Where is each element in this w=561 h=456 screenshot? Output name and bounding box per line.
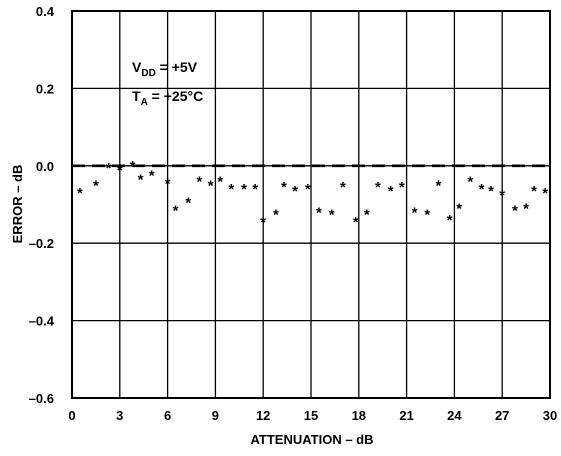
data-point: * [228,181,234,198]
x-tick-label: 27 [495,408,509,423]
data-point: * [412,204,418,221]
data-point: * [512,202,518,219]
x-tick-label: 30 [543,408,557,423]
x-tick-label: 9 [212,408,219,423]
data-point: * [208,177,214,194]
y-axis-title: ERROR – dB [10,165,25,244]
x-tick-label: 18 [352,408,366,423]
data-point: * [241,181,247,198]
annotation-ta: TA = +25°C [132,88,203,108]
data-point: * [281,179,287,196]
data-point: * [217,173,223,190]
data-point: * [523,201,529,218]
x-tick-label: 24 [447,408,462,423]
data-point: * [388,183,394,200]
y-tick-label: 0.2 [36,81,54,96]
data-point: * [77,185,83,202]
x-tick-label: 12 [256,408,270,423]
data-point: * [173,202,179,219]
data-point: * [488,183,494,200]
data-point: * [305,181,311,198]
data-point: * [106,160,112,177]
data-point: * [456,201,462,218]
data-point: * [165,175,171,192]
data-point: * [499,187,505,204]
x-tick-label: 21 [399,408,413,423]
data-point: * [479,181,485,198]
plot-frame-layer [71,10,551,399]
data-point: * [353,214,359,231]
tick-label-layer: 0 3 6 9 12 15 18 21 24 27 30 0.4 0.2 0.0 –0.2 –0.4 –0.6 [29,4,558,423]
data-point: * [542,185,548,202]
data-point: * [316,204,322,221]
data-point: * [375,179,381,196]
x-tick-label: 6 [164,408,171,423]
data-point: * [467,173,473,190]
x-tick-label: 0 [68,408,75,423]
data-point: * [436,177,442,194]
y-tick-label: 0.0 [36,159,54,174]
data-point: * [447,212,453,229]
x-tick-label: 3 [116,408,123,423]
y-tick-label: –0.6 [29,391,54,406]
data-point: * [93,177,99,194]
data-point: * [185,195,191,212]
y-tick-label: 0.4 [36,4,55,19]
data-point: * [329,206,335,223]
data-point: * [424,206,430,223]
data-point: * [130,158,136,175]
x-tick-label: 15 [304,408,318,423]
data-point: * [149,168,155,185]
data-point: * [260,214,266,231]
plot-frame [71,10,551,399]
data-point: * [117,162,123,179]
data-point: * [364,206,370,223]
data-point: * [399,179,405,196]
data-point: * [340,179,346,196]
x-axis-title: ATTENUATION – dB [250,432,373,447]
data-point: * [197,173,203,190]
y-tick-label: –0.2 [29,236,54,251]
y-tick-label: –0.4 [29,314,55,329]
data-point: * [292,183,298,200]
data-point: * [273,206,279,223]
data-point: * [252,181,258,198]
data-point: * [531,183,537,200]
data-point: * [138,171,144,188]
data-point-layer: * ** * ** * ** ** * * * * ** ** * ** *** ** * ** ***** * * ** *… [77,158,548,231]
annotation-vdd: VDD = +5V [132,59,198,79]
